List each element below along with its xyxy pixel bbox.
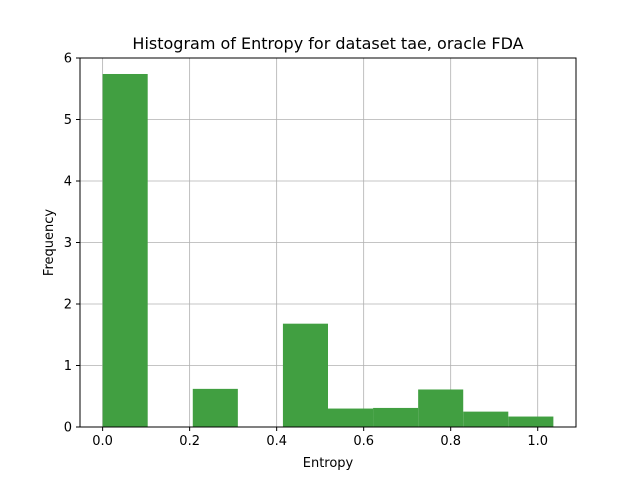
- histogram-bar: [282, 323, 328, 427]
- histogram-bar: [508, 416, 554, 427]
- y-tick-label: 2: [64, 298, 72, 313]
- x-tick-label: 0.2: [179, 434, 200, 449]
- histogram-bar: [373, 407, 419, 427]
- y-tick-label: 1: [64, 359, 72, 374]
- chart-title: Histogram of Entropy for dataset tae, or…: [132, 34, 523, 53]
- x-tick-label: 1.0: [527, 434, 548, 449]
- grid-lines: [80, 57, 576, 428]
- histogram-bar: [328, 408, 374, 427]
- x-axis-title: Entropy: [303, 456, 354, 471]
- y-tick-label: 0: [64, 421, 72, 436]
- axis-ticks: 0.0 0.2 0.4 0.6 0.8 1.0 0 1 2 3 4 5 6: [64, 52, 548, 450]
- y-tick-label: 6: [64, 52, 72, 67]
- y-tick-label: 3: [64, 236, 72, 251]
- histogram-bar: [192, 388, 238, 427]
- y-axis-title: Frequency: [42, 209, 57, 276]
- histogram-bar: [463, 411, 509, 427]
- histogram-bars: [102, 73, 554, 428]
- x-tick-label: 0.4: [266, 434, 287, 449]
- histogram-bar: [418, 389, 464, 427]
- x-tick-label: 0.0: [92, 434, 113, 449]
- x-tick-label: 0.8: [440, 434, 461, 449]
- x-tick-label: 0.6: [353, 434, 374, 449]
- y-tick-label: 4: [64, 175, 72, 190]
- y-tick-label: 5: [64, 113, 72, 128]
- histogram-bar: [102, 73, 148, 428]
